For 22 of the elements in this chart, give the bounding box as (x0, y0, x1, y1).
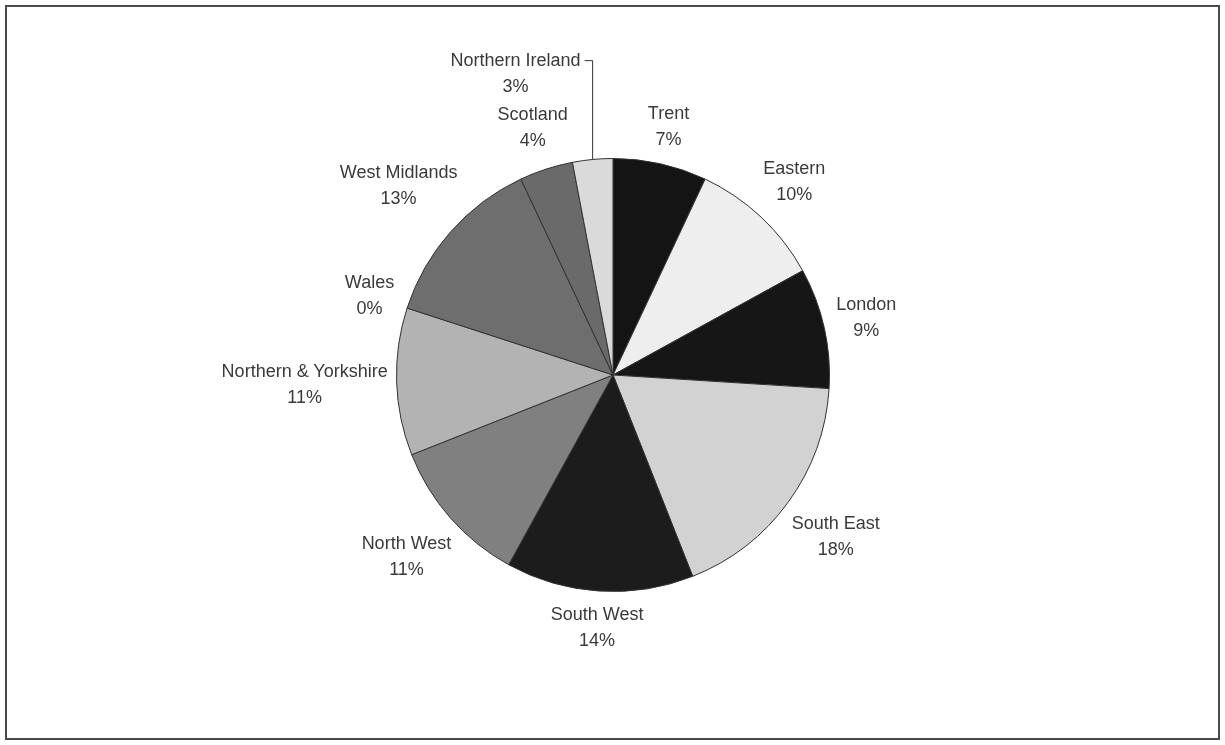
data-label: 11% (389, 559, 424, 580)
slice-label: South West (550, 603, 644, 624)
text: 0% (356, 297, 383, 318)
data-label: 3% (502, 75, 529, 96)
category-label: Wales (344, 271, 395, 292)
slice-label: South East (791, 512, 880, 533)
data-label: 7% (655, 128, 682, 149)
data-label: 14% (579, 629, 616, 650)
slice-label: Scotland (497, 103, 568, 124)
slice-label: Northern Ireland (450, 49, 581, 70)
data-label: 18% (817, 538, 854, 559)
data-label: 11% (287, 386, 323, 407)
slice-label: London (836, 294, 897, 315)
data-label: 13% (380, 187, 417, 208)
data-label: 4% (519, 129, 546, 150)
data-label: 9% (853, 320, 880, 341)
slice-label: North West (361, 533, 452, 554)
slice-label: Eastern (763, 158, 826, 179)
slice-label: Northern & Yorkshire (221, 360, 388, 381)
slice-label: Trent (647, 102, 690, 123)
data-label: 10% (776, 184, 813, 205)
slice-label: West Midlands (339, 161, 458, 182)
